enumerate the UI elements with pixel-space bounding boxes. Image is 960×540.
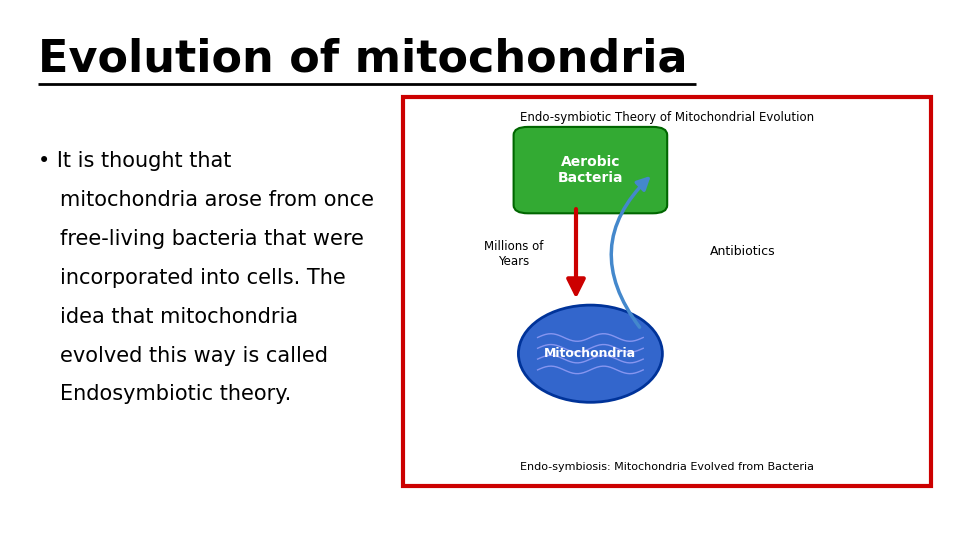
Text: Millions of
Years: Millions of Years — [484, 240, 543, 268]
Text: Endo-symbiosis: Mitochondria Evolved from Bacteria: Endo-symbiosis: Mitochondria Evolved fro… — [520, 462, 814, 472]
Text: Endo-symbiotic Theory of Mitochondrial Evolution: Endo-symbiotic Theory of Mitochondrial E… — [520, 111, 814, 124]
Text: Evolution of mitochondria: Evolution of mitochondria — [38, 38, 688, 81]
FancyBboxPatch shape — [403, 97, 931, 486]
Text: Mitochondria: Mitochondria — [544, 347, 636, 360]
Text: • It is thought that: • It is thought that — [38, 151, 231, 171]
FancyArrowPatch shape — [612, 179, 648, 327]
Text: Aerobic
Bacteria: Aerobic Bacteria — [558, 155, 623, 185]
Text: evolved this way is called: evolved this way is called — [60, 346, 327, 366]
FancyBboxPatch shape — [514, 127, 667, 213]
Text: free-living bacteria that were: free-living bacteria that were — [60, 229, 364, 249]
Ellipse shape — [518, 305, 662, 402]
Text: incorporated into cells. The: incorporated into cells. The — [60, 268, 346, 288]
Text: idea that mitochondria: idea that mitochondria — [60, 307, 298, 327]
Text: mitochondria arose from once: mitochondria arose from once — [60, 190, 373, 210]
Text: Endosymbiotic theory.: Endosymbiotic theory. — [60, 384, 291, 404]
Text: Antibiotics: Antibiotics — [710, 245, 776, 258]
